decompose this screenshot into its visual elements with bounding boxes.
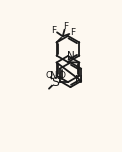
Text: S: S [52, 76, 60, 89]
Text: N: N [50, 71, 58, 81]
Text: N: N [67, 51, 75, 61]
Text: F: F [70, 28, 75, 37]
Text: N: N [75, 75, 83, 85]
Text: O: O [59, 71, 66, 80]
Text: F: F [52, 26, 57, 35]
Text: O: O [45, 71, 52, 80]
Text: F: F [63, 22, 68, 31]
FancyBboxPatch shape [52, 79, 59, 85]
